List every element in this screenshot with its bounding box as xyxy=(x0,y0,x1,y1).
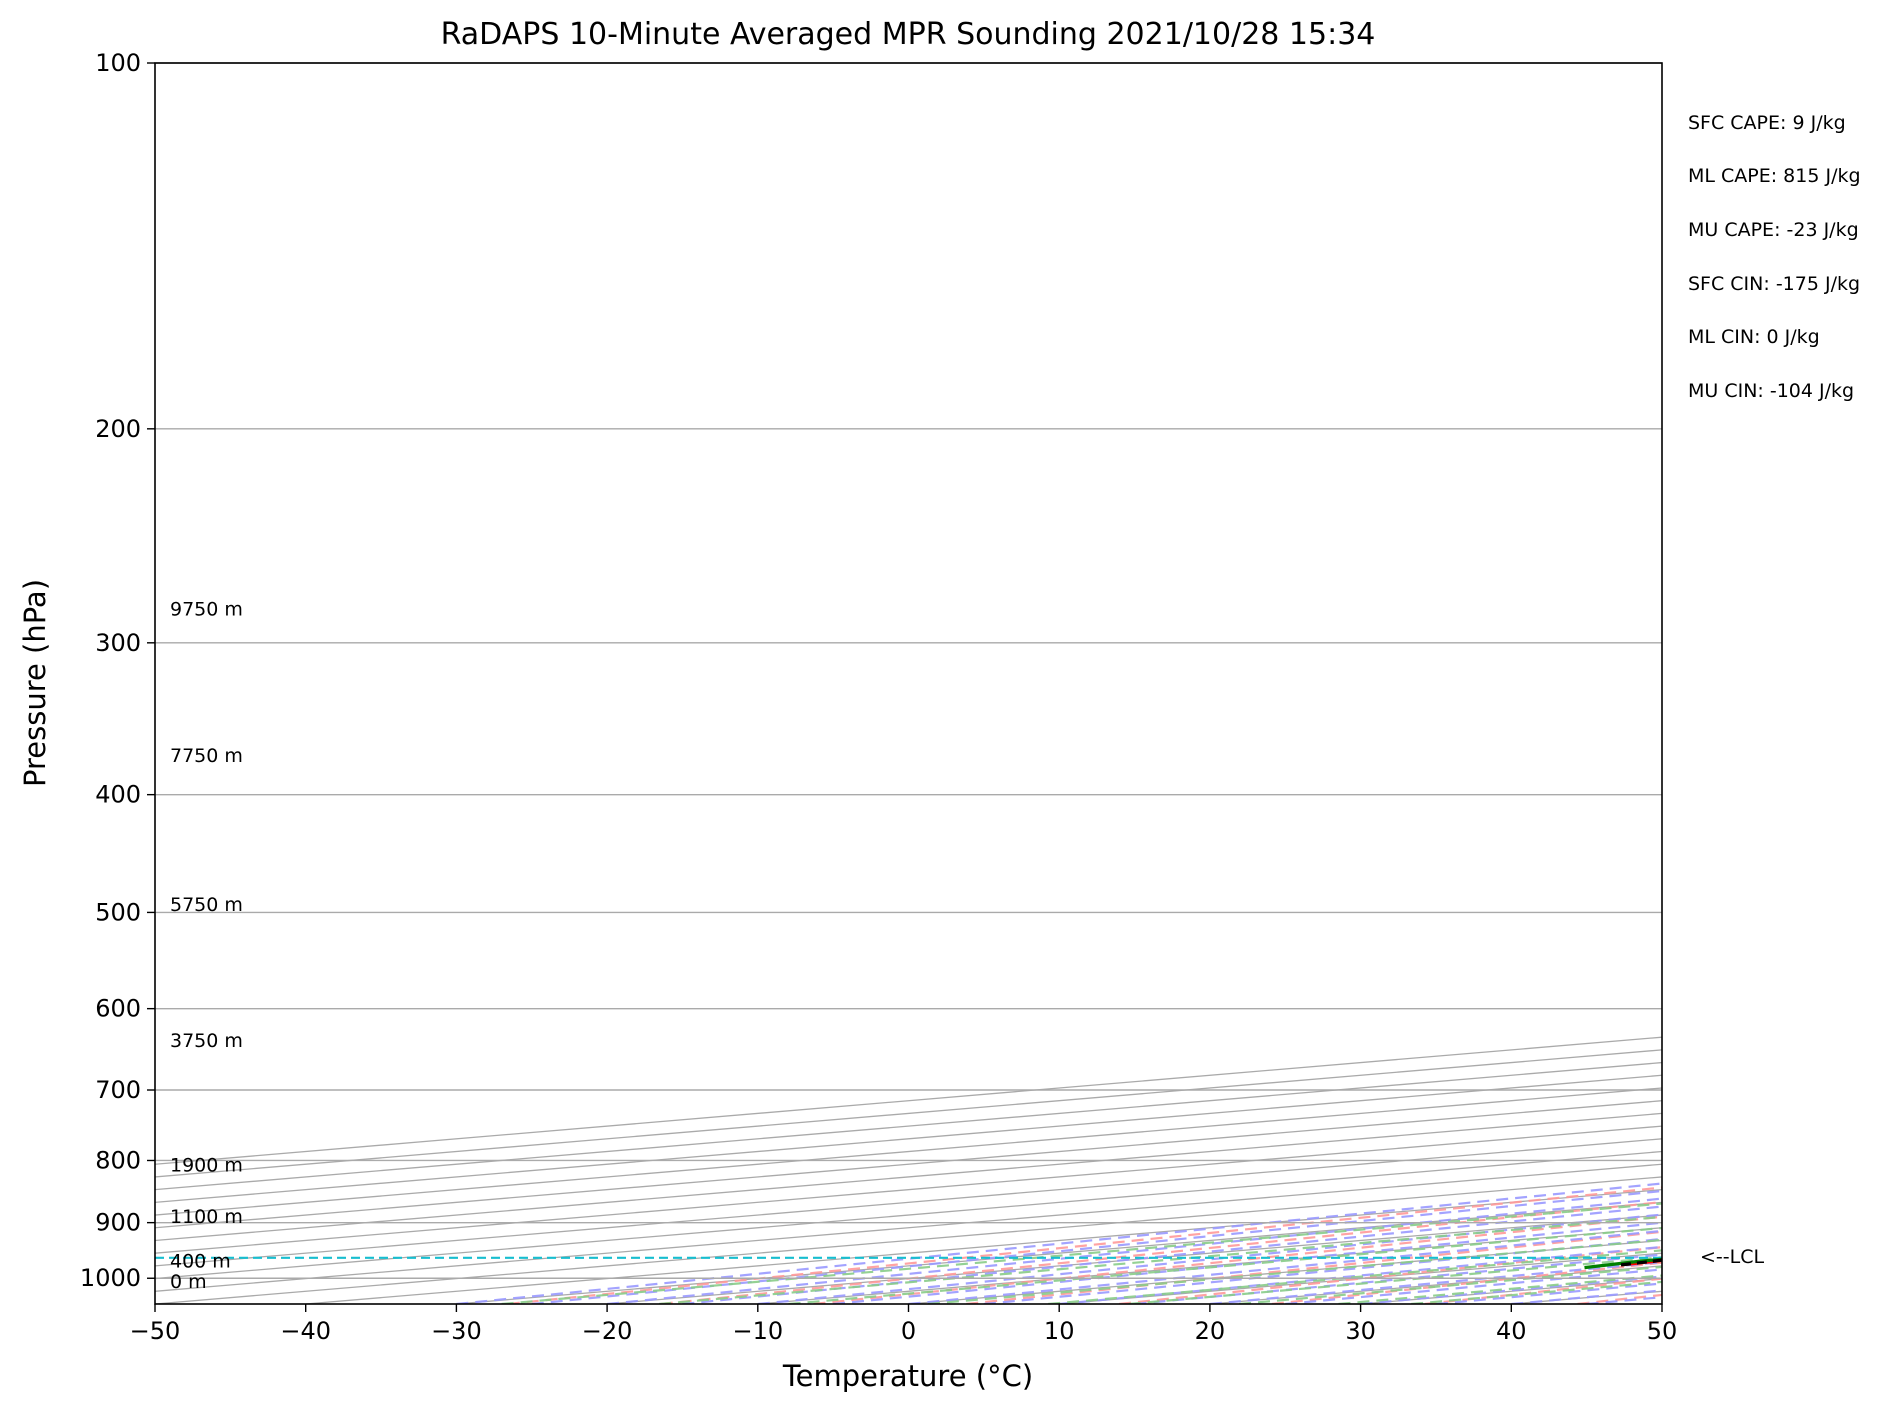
x-tick-label: 0 xyxy=(901,1317,916,1345)
annotation-sfc-cin: SFC CIN: -175 J/kg xyxy=(1688,273,1860,295)
moist-adiabat-line xyxy=(757,1213,1662,1304)
height-label: 9750 m xyxy=(170,598,243,620)
x-tick-label: 40 xyxy=(1496,1317,1527,1345)
x-tick-label: −10 xyxy=(732,1317,783,1345)
moist-adiabat-line xyxy=(531,1189,1662,1304)
annotation-sfc-cape: SFC CAPE: 9 J/kg xyxy=(1688,112,1846,134)
y-tick-label: 200 xyxy=(95,415,141,443)
isotherm-line xyxy=(155,1087,1662,1216)
height-label: 3750 m xyxy=(170,1030,243,1052)
isotherm-line xyxy=(155,1049,1662,1178)
isotherm-line xyxy=(155,1074,1662,1204)
x-tick-label: 30 xyxy=(1345,1317,1376,1345)
annotation-mu-cin: MU CIN: -104 J/kg xyxy=(1688,380,1854,402)
y-tick-label: 100 xyxy=(95,49,141,77)
isotherm-line xyxy=(155,1036,1662,1165)
x-tick-label: 50 xyxy=(1647,1317,1678,1345)
annotation-ml-cin: ML CIN: 0 J/kg xyxy=(1688,326,1820,348)
height-label: 1100 m xyxy=(170,1206,243,1228)
y-tick-label: 1000 xyxy=(80,1264,141,1292)
pressure-gridlines xyxy=(155,62,1662,1279)
y-tick-label: 800 xyxy=(95,1146,141,1174)
x-tick-label: −40 xyxy=(280,1317,331,1345)
lcl-label: <--LCL xyxy=(1700,1246,1764,1268)
x-axis-label: Temperature (°C) xyxy=(782,1359,1033,1393)
mixing-ratio-line xyxy=(1128,1256,1662,1304)
isotherm-line xyxy=(155,1061,1662,1191)
y-tick-label: 300 xyxy=(95,629,141,657)
y-axis-label: Pressure (hPa) xyxy=(18,579,52,787)
height-label: 1900 m xyxy=(170,1154,243,1176)
x-tick-label: −50 xyxy=(130,1317,181,1345)
x-tick-label: 10 xyxy=(1044,1317,1075,1345)
height-labels: 9750 m 7750 m 5750 m 3750 m 1900 m 1100 m 400 … xyxy=(170,598,243,1293)
y-tick-label: 400 xyxy=(95,781,141,809)
x-tick-label: −30 xyxy=(431,1317,482,1345)
y-tick-label: 700 xyxy=(95,1076,141,1104)
height-label: 0 m xyxy=(170,1271,207,1293)
background-lines xyxy=(155,1036,1662,1304)
x-tick-label: −20 xyxy=(582,1317,633,1345)
annotation-mu-cape: MU CAPE: -23 J/kg xyxy=(1688,219,1859,241)
dry-adiabat-line xyxy=(507,1186,1662,1304)
height-label: 400 m xyxy=(170,1251,231,1273)
annotations-panel: SFC CAPE: 9 J/kg ML CAPE: 815 J/kg MU CA… xyxy=(1688,112,1861,402)
chart-title: RaDAPS 10-Minute Averaged MPR Sounding 2… xyxy=(441,17,1376,52)
y-tick-label: 500 xyxy=(95,898,141,926)
y-tick-label: 600 xyxy=(95,995,141,1023)
height-label: 5750 m xyxy=(170,894,243,916)
annotation-ml-cape: ML CAPE: 815 J/kg xyxy=(1688,165,1861,187)
moist-adiabat-line xyxy=(456,1182,1662,1304)
x-tick-label: 20 xyxy=(1195,1317,1226,1345)
y-tick-label: 900 xyxy=(95,1209,141,1237)
height-label: 7750 m xyxy=(170,745,243,767)
